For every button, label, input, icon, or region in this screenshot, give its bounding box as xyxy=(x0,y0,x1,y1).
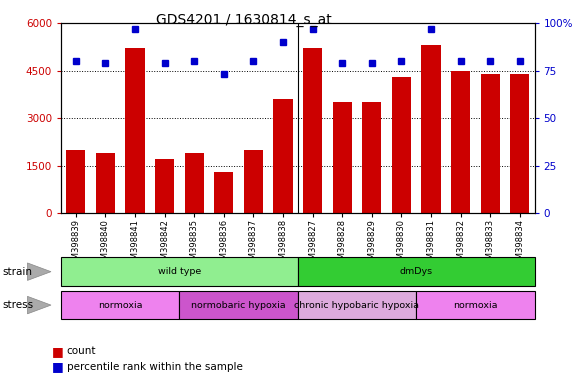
Bar xyxy=(451,71,470,213)
Text: normoxia: normoxia xyxy=(453,301,497,310)
Bar xyxy=(362,102,381,213)
Polygon shape xyxy=(27,296,51,314)
Bar xyxy=(96,153,115,213)
Bar xyxy=(244,150,263,213)
Text: strain: strain xyxy=(3,266,33,277)
Bar xyxy=(185,153,204,213)
Bar xyxy=(125,48,145,213)
Bar xyxy=(421,45,440,213)
Bar xyxy=(332,102,352,213)
Text: dmDys: dmDys xyxy=(400,267,433,276)
Bar xyxy=(214,172,234,213)
Polygon shape xyxy=(27,263,51,280)
Bar xyxy=(392,77,411,213)
Bar xyxy=(273,99,293,213)
Bar xyxy=(480,74,500,213)
Text: stress: stress xyxy=(3,300,34,310)
Text: ■: ■ xyxy=(52,360,64,373)
Text: chronic hypobaric hypoxia: chronic hypobaric hypoxia xyxy=(295,301,419,310)
Bar xyxy=(155,159,174,213)
Bar xyxy=(66,150,85,213)
Bar xyxy=(510,74,529,213)
Text: wild type: wild type xyxy=(158,267,201,276)
Text: GDS4201 / 1630814_s_at: GDS4201 / 1630814_s_at xyxy=(156,13,332,27)
Text: normoxia: normoxia xyxy=(98,301,142,310)
Text: ■: ■ xyxy=(52,345,64,358)
Text: count: count xyxy=(67,346,96,356)
Text: percentile rank within the sample: percentile rank within the sample xyxy=(67,362,243,372)
Text: normobaric hypoxia: normobaric hypoxia xyxy=(191,301,286,310)
Bar xyxy=(303,48,322,213)
